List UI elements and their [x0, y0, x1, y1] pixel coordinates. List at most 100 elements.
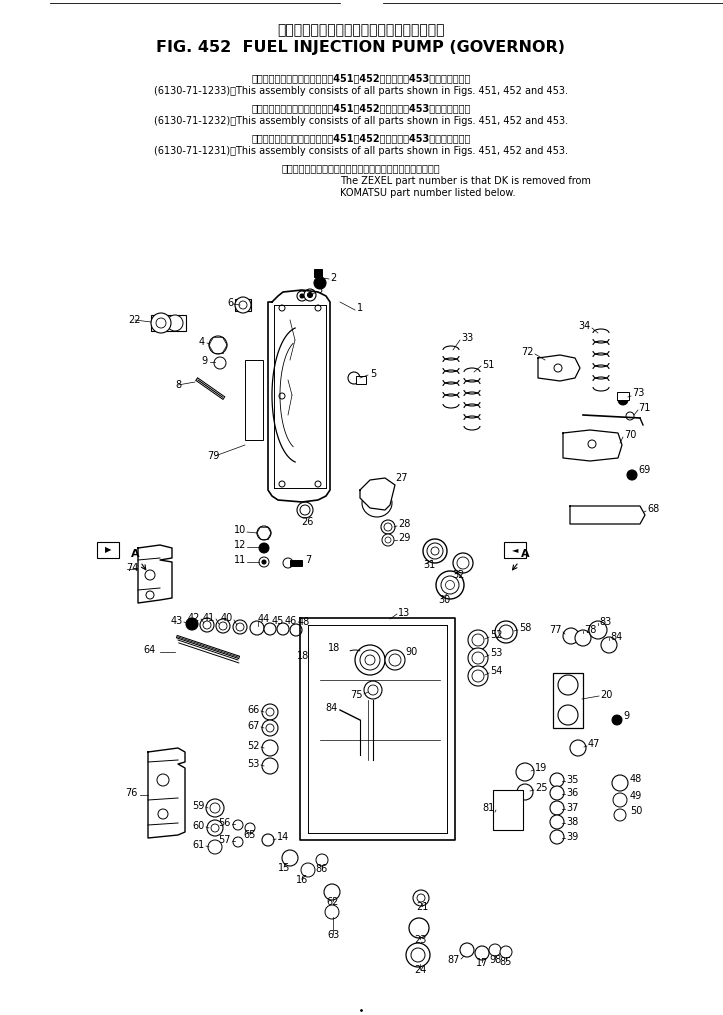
Text: 78: 78 — [584, 625, 596, 635]
Bar — [235, 299, 251, 311]
Circle shape — [385, 650, 405, 670]
Text: 98: 98 — [489, 955, 501, 965]
Text: (6130-71-1233)：This assembly consists of all parts shown in Figs. 451, 452 and 4: (6130-71-1233)：This assembly consists of… — [154, 86, 568, 96]
Circle shape — [233, 820, 243, 830]
Text: 83: 83 — [599, 617, 611, 627]
Circle shape — [239, 301, 247, 309]
Circle shape — [431, 547, 439, 555]
Circle shape — [575, 630, 591, 646]
Circle shape — [262, 758, 278, 774]
Circle shape — [411, 948, 425, 962]
Circle shape — [209, 336, 227, 354]
Text: 52: 52 — [490, 630, 502, 640]
Text: 53: 53 — [490, 648, 502, 658]
Text: 68: 68 — [647, 504, 659, 514]
Bar — [617, 392, 629, 400]
Text: 33: 33 — [461, 333, 474, 343]
Text: ◄: ◄ — [512, 545, 518, 554]
Text: 14: 14 — [277, 832, 289, 842]
Text: 41: 41 — [202, 613, 215, 623]
Text: 86: 86 — [316, 864, 328, 874]
Text: 84: 84 — [610, 632, 623, 642]
Circle shape — [389, 654, 401, 666]
Text: 34: 34 — [578, 321, 591, 331]
Circle shape — [283, 558, 293, 568]
Text: 48: 48 — [630, 774, 642, 784]
Text: 61: 61 — [193, 840, 205, 850]
Circle shape — [436, 571, 464, 599]
Circle shape — [262, 704, 278, 720]
Circle shape — [145, 570, 155, 580]
Circle shape — [264, 623, 276, 635]
Text: 63: 63 — [327, 930, 339, 940]
Circle shape — [210, 803, 220, 813]
Text: 18: 18 — [296, 651, 309, 661]
Text: 20: 20 — [600, 690, 612, 700]
Text: 23: 23 — [414, 935, 426, 945]
Text: 48: 48 — [298, 617, 310, 627]
Text: 9: 9 — [623, 710, 629, 721]
Circle shape — [266, 724, 274, 732]
Circle shape — [233, 620, 247, 634]
Circle shape — [381, 520, 395, 534]
Circle shape — [262, 720, 278, 736]
Text: 15: 15 — [278, 863, 290, 873]
Circle shape — [457, 557, 469, 569]
Text: 32: 32 — [452, 570, 464, 580]
Text: 3: 3 — [316, 285, 322, 295]
Circle shape — [413, 890, 429, 906]
Text: 58: 58 — [519, 623, 531, 633]
Circle shape — [300, 294, 304, 298]
Circle shape — [563, 628, 579, 644]
Text: 30: 30 — [438, 595, 450, 605]
Circle shape — [550, 830, 564, 844]
Circle shape — [262, 740, 278, 756]
Circle shape — [146, 591, 154, 599]
Text: 品番のメーカ記号ＤＫを除いたものがゼクセルの品番です。: 品番のメーカ記号ＤＫを除いたものがゼクセルの品番です。 — [282, 163, 440, 173]
Text: 77: 77 — [549, 625, 562, 635]
Circle shape — [156, 318, 166, 328]
Text: 6: 6 — [227, 298, 233, 308]
Text: 42: 42 — [188, 613, 200, 623]
Circle shape — [618, 395, 628, 405]
Text: 72: 72 — [521, 347, 534, 357]
Text: 25: 25 — [535, 783, 547, 793]
Circle shape — [167, 315, 183, 331]
Circle shape — [216, 619, 230, 633]
Circle shape — [324, 884, 340, 900]
Bar — [150, 315, 186, 331]
Circle shape — [472, 670, 484, 682]
Text: 85: 85 — [500, 957, 512, 967]
Text: 8: 8 — [175, 380, 181, 390]
Text: 59: 59 — [192, 801, 205, 811]
Text: このアセンブリの構成部品は第451、452図および第453図を含みます。: このアセンブリの構成部品は第451、452図および第453図を含みます。 — [252, 103, 471, 113]
Text: 54: 54 — [490, 666, 502, 676]
Circle shape — [203, 621, 211, 629]
Text: 50: 50 — [630, 806, 642, 816]
Circle shape — [468, 648, 488, 668]
Circle shape — [290, 624, 302, 636]
Text: 66: 66 — [248, 705, 260, 715]
Text: 28: 28 — [398, 519, 411, 529]
Circle shape — [304, 289, 316, 301]
Circle shape — [385, 537, 391, 543]
Text: 10: 10 — [234, 525, 246, 535]
Text: 2: 2 — [330, 273, 336, 283]
Circle shape — [301, 863, 315, 877]
Text: 87: 87 — [448, 955, 460, 965]
Text: 62: 62 — [327, 897, 339, 907]
Circle shape — [550, 801, 564, 815]
Circle shape — [570, 740, 586, 756]
Bar — [356, 376, 366, 384]
Circle shape — [550, 786, 564, 800]
Text: 1: 1 — [357, 303, 363, 313]
Circle shape — [368, 685, 378, 695]
Text: 38: 38 — [566, 817, 578, 827]
Circle shape — [236, 623, 244, 631]
Text: KOMATSU part number listed below.: KOMATSU part number listed below. — [340, 188, 515, 198]
Text: 76: 76 — [126, 788, 138, 798]
Circle shape — [516, 763, 534, 781]
Text: 74: 74 — [126, 563, 138, 573]
Text: 26: 26 — [301, 517, 313, 527]
Bar — [504, 542, 526, 558]
